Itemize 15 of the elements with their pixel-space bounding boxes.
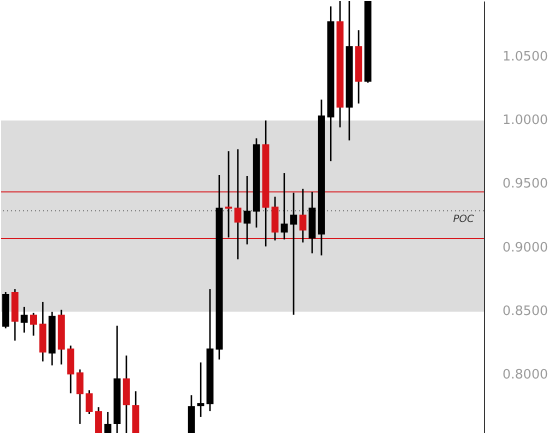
candlestick bbox=[244, 175, 251, 246]
y-tick-label: 0.8000 bbox=[502, 368, 548, 383]
candlestick bbox=[86, 389, 93, 415]
ref-line-label: POC bbox=[453, 214, 474, 225]
candlestick bbox=[290, 192, 298, 316]
y-tick-label: 1.0000 bbox=[502, 112, 548, 128]
y-tick-label: 1.0500 bbox=[502, 49, 548, 64]
y-tick-label: 0.8500 bbox=[502, 304, 548, 319]
candlestick bbox=[30, 312, 38, 336]
candlestick bbox=[280, 172, 288, 240]
candlestick bbox=[76, 368, 84, 425]
candlestick bbox=[20, 306, 28, 334]
y-tick-label: 0.9500 bbox=[502, 176, 548, 192]
candlestick bbox=[197, 362, 204, 418]
y-tick-label: 0.9000 bbox=[502, 240, 548, 256]
